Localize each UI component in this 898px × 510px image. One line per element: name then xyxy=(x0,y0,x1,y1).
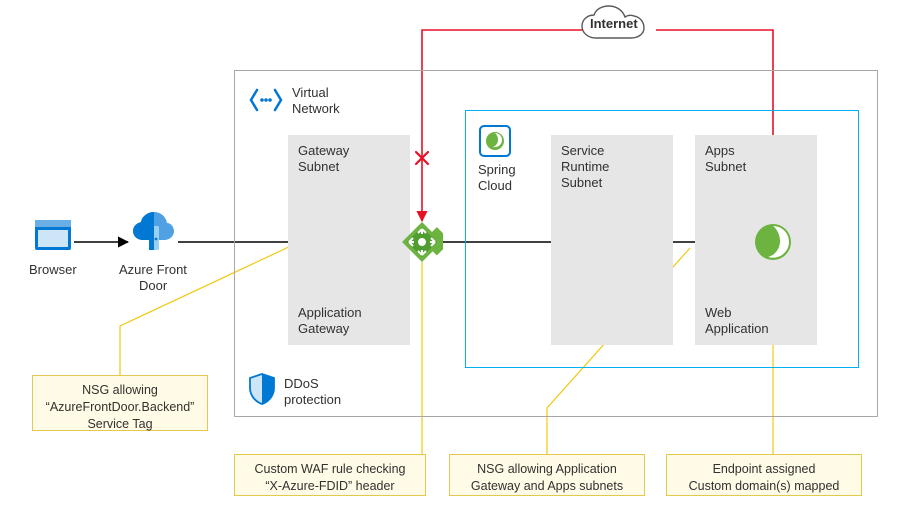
ddos-label-2: protection xyxy=(284,392,341,408)
afd-label-1: Azure Front xyxy=(119,262,187,278)
gateway-subnet-title-1: Gateway xyxy=(298,143,349,159)
callout-waf: Custom WAF rule checking“X-Azure-FDID” h… xyxy=(234,454,426,496)
vnet-icon xyxy=(248,86,284,114)
service-runtime-subnet-title-2: Runtime xyxy=(561,159,609,175)
web-application-icon xyxy=(753,222,793,262)
ddos-label-1: DDoS xyxy=(284,376,319,392)
callout-endpoint: Endpoint assignedCustom domain(s) mapped xyxy=(666,454,862,496)
vnet-label-1: Virtual xyxy=(292,85,329,101)
browser-icon xyxy=(32,214,74,256)
service-runtime-subnet-title-3: Subnet xyxy=(561,175,602,191)
ddos-icon xyxy=(248,372,276,406)
afd-label-2: Door xyxy=(139,278,167,294)
callout-nsg-afd: NSG allowing“AzureFrontDoor.Backend”Serv… xyxy=(32,375,208,431)
app-gateway-icon xyxy=(401,221,443,263)
gateway-subnet-title-2: Subnet xyxy=(298,159,339,175)
callout-nsg-gw-apps: NSG allowing ApplicationGateway and Apps… xyxy=(449,454,645,496)
vnet-label-2: Network xyxy=(292,101,340,117)
gateway-subnet-bottom-2: Gateway xyxy=(298,321,349,337)
apps-subnet-bottom-1: Web xyxy=(705,305,732,321)
browser-label: Browser xyxy=(29,262,77,278)
spring-cloud-label-2: Cloud xyxy=(478,178,512,194)
azure-front-door-icon xyxy=(128,208,178,258)
service-runtime-subnet-title-1: Service xyxy=(561,143,604,159)
apps-subnet-title-2: Subnet xyxy=(705,159,746,175)
gateway-subnet-bottom-1: Application xyxy=(298,305,362,321)
apps-subnet-title-1: Apps xyxy=(705,143,735,159)
spring-cloud-icon xyxy=(478,124,512,158)
apps-subnet-bottom-2: Application xyxy=(705,321,769,337)
internet-label: Internet xyxy=(590,16,638,32)
spring-cloud-label-1: Spring xyxy=(478,162,516,178)
